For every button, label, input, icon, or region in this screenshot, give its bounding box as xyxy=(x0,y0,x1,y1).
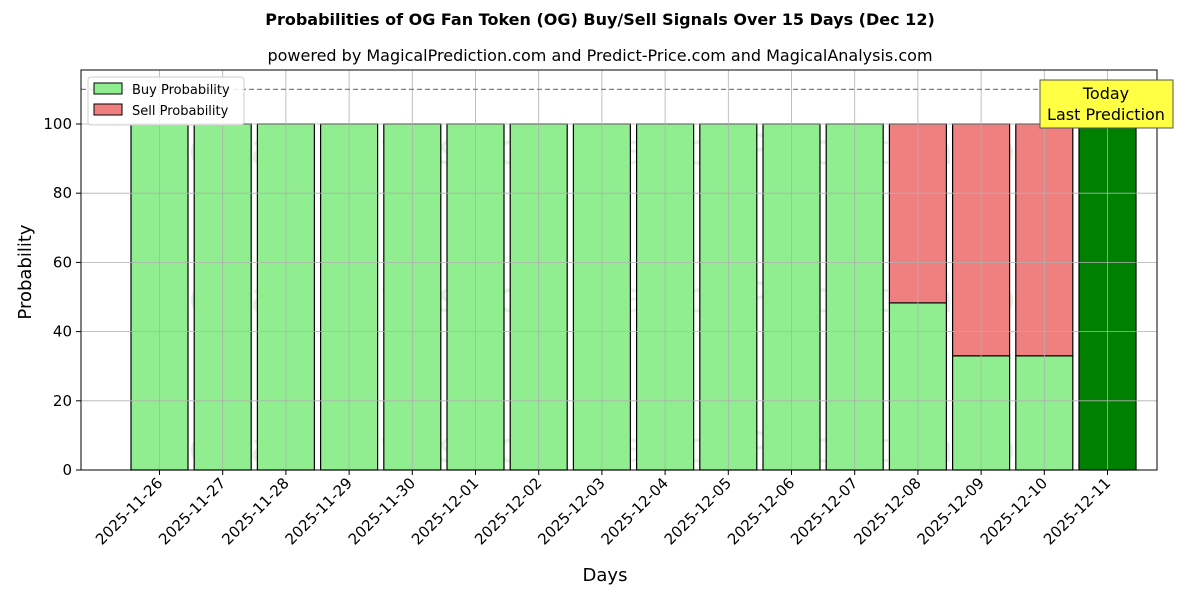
x-axis-label: Days xyxy=(583,565,628,586)
x-tick-label: 2025-11-29 xyxy=(282,474,356,548)
y-tick-label: 100 xyxy=(43,115,72,133)
svg-text:Last Prediction: Last Prediction xyxy=(1047,105,1165,124)
y-axis-label: Probability xyxy=(15,224,36,319)
x-tick-label: 2025-12-04 xyxy=(598,474,672,548)
x-tick-label: 2025-11-27 xyxy=(155,474,229,548)
x-tick-label: 2025-12-11 xyxy=(1040,474,1114,548)
y-tick-label: 80 xyxy=(53,184,72,202)
x-tick-label: 2025-12-09 xyxy=(914,474,988,548)
x-tick-label: 2025-12-05 xyxy=(661,474,735,548)
x-tick-label: 2025-11-28 xyxy=(218,474,292,548)
x-tick-label: 2025-12-10 xyxy=(977,474,1051,548)
legend-swatch xyxy=(93,103,123,116)
today-annotation: Today Last Prediction xyxy=(1039,79,1174,129)
legend-swatch xyxy=(93,82,123,95)
y-tick-label: 20 xyxy=(53,392,72,410)
chart-title: Probabilities of OG Fan Token (OG) Buy/S… xyxy=(265,10,935,29)
legend: Buy Probability Sell Probability xyxy=(87,76,245,126)
y-tick-label: 60 xyxy=(53,253,72,271)
svg-text:Today: Today xyxy=(1082,84,1129,103)
x-tick-label: 2025-12-06 xyxy=(724,474,798,548)
y-tick-label: 40 xyxy=(53,323,72,341)
x-tick-label: 2025-12-08 xyxy=(850,474,924,548)
legend-label: Sell Probability xyxy=(132,104,229,119)
x-tick-label: 2025-12-03 xyxy=(534,474,608,548)
x-tick-label: 2025-12-01 xyxy=(408,474,482,548)
x-tick-label: 2025-12-02 xyxy=(471,474,545,548)
axes-frame xyxy=(80,69,1158,471)
x-tick-label: 2025-11-26 xyxy=(92,474,166,548)
chart-subtitle: powered by MagicalPrediction.com and Pre… xyxy=(267,46,933,65)
x-tick-label: 2025-12-07 xyxy=(787,474,861,548)
y-tick-label: 0 xyxy=(62,461,72,479)
x-tick-label: 2025-11-30 xyxy=(345,474,419,548)
legend-label: Buy Probability xyxy=(132,83,230,98)
